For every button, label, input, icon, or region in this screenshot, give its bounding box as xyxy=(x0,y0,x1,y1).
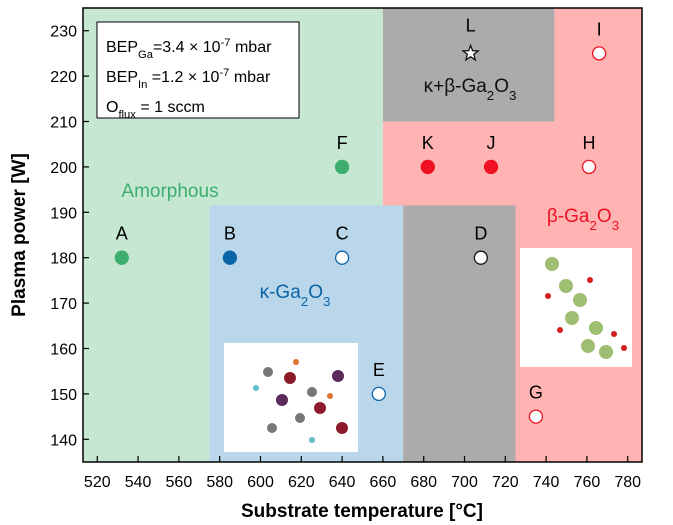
point-label: G xyxy=(529,383,543,403)
point xyxy=(421,160,434,173)
y-tick-label: 190 xyxy=(50,205,77,222)
text-part: In xyxy=(138,79,147,91)
x-tick-label: 680 xyxy=(410,474,437,491)
text-part: BEP xyxy=(106,39,138,56)
text-part: =1.2 × 10 xyxy=(147,69,219,86)
point xyxy=(372,387,385,400)
text-part: 3 xyxy=(323,294,330,309)
point-label: E xyxy=(373,360,385,380)
y-tick-label: 150 xyxy=(50,387,77,404)
text-part: -7 xyxy=(219,67,229,79)
text-part: O xyxy=(106,99,118,116)
point xyxy=(474,251,487,264)
x-tick-label: 780 xyxy=(614,474,641,491)
chart: Amorphousβ-Ga2O3κ+β-Ga2O3κ-Ga2O3BEPGa=3.… xyxy=(0,0,673,525)
y-tick-label: 210 xyxy=(50,115,77,132)
text-part: BEP xyxy=(106,69,138,86)
y-tick-label: 200 xyxy=(50,160,77,177)
text-part: 3 xyxy=(509,88,516,103)
point-label: A xyxy=(116,224,128,244)
y-tick-label: 220 xyxy=(50,69,77,86)
text-part: Amorphous xyxy=(121,181,218,202)
point-label: I xyxy=(597,19,602,39)
region xyxy=(403,205,515,462)
y-tick-label: 170 xyxy=(50,296,77,313)
point xyxy=(115,251,128,264)
text-part: κ-Ga xyxy=(260,282,302,303)
x-tick-label: 700 xyxy=(451,474,478,491)
point-label: B xyxy=(224,224,236,244)
point-label: K xyxy=(422,133,434,153)
x-tick-label: 640 xyxy=(329,474,356,491)
y-tick-label: 180 xyxy=(50,251,77,268)
x-axis-title: Substrate temperature [°C] xyxy=(241,501,483,522)
text-part: O xyxy=(597,206,612,227)
y-tick-label: 160 xyxy=(50,342,77,359)
x-tick-label: 600 xyxy=(247,474,274,491)
x-tick-label: 760 xyxy=(574,474,601,491)
text-part: =3.4 × 10 xyxy=(153,39,221,56)
text-part: 2 xyxy=(301,294,308,309)
text-part: κ+β-Ga xyxy=(424,76,488,97)
text-part: β-Ga xyxy=(547,206,590,227)
text-part: 2 xyxy=(590,218,597,233)
x-tick-label: 720 xyxy=(492,474,519,491)
inset-kappa xyxy=(224,343,358,452)
point-label: L xyxy=(466,15,476,35)
x-tick-label: 620 xyxy=(288,474,315,491)
y-tick-label: 140 xyxy=(50,432,77,449)
x-tick-label: 660 xyxy=(370,474,397,491)
inset-beta xyxy=(520,248,632,367)
point-label: F xyxy=(337,133,348,153)
point xyxy=(336,251,349,264)
text-part: 2 xyxy=(487,88,494,103)
x-tick-label: 740 xyxy=(533,474,560,491)
region-label: Amorphous xyxy=(121,181,218,202)
point xyxy=(485,160,498,173)
point-label: D xyxy=(474,224,487,244)
text-part: mbar xyxy=(229,69,271,86)
point xyxy=(336,160,349,173)
x-tick-label: 540 xyxy=(125,474,152,491)
point-label: C xyxy=(336,224,349,244)
text-part: -7 xyxy=(221,37,231,49)
text-part: O xyxy=(494,76,509,97)
text-part: 3 xyxy=(612,218,619,233)
point xyxy=(223,251,236,264)
point-label: J xyxy=(487,133,496,153)
text-part: mbar xyxy=(231,39,273,56)
point-label: H xyxy=(582,133,595,153)
point xyxy=(529,410,542,423)
text-part: Ga xyxy=(138,49,154,61)
text-part: flux xyxy=(118,109,136,121)
text-part: O xyxy=(308,282,323,303)
x-tick-label: 520 xyxy=(84,474,111,491)
y-axis-title: Plasma power [W] xyxy=(9,153,30,317)
point xyxy=(593,47,606,60)
point xyxy=(582,160,595,173)
y-tick-label: 230 xyxy=(50,24,77,41)
text-part: = 1 sccm xyxy=(136,99,205,116)
x-tick-label: 580 xyxy=(206,474,233,491)
x-tick-label: 560 xyxy=(166,474,193,491)
